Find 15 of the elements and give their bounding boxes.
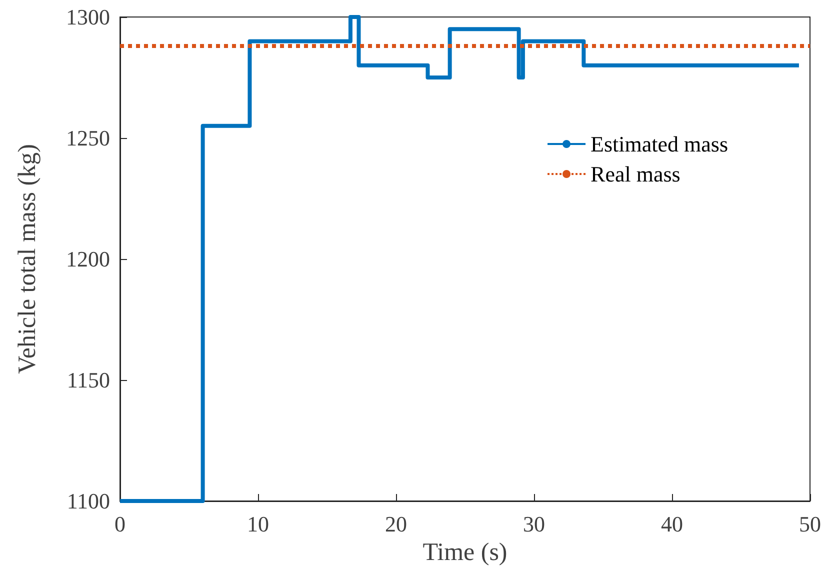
y-tick-label: 1300	[66, 4, 110, 30]
x-tick-label: 50	[799, 512, 821, 536]
legend-label: Estimated mass	[590, 132, 728, 156]
y-tick-label: 1150	[66, 368, 110, 392]
x-tick-label: 0	[114, 512, 126, 536]
x-tick-label: 10	[247, 512, 269, 536]
y-tick-label: 1200	[66, 246, 110, 272]
x-tick-label: 30	[523, 512, 545, 536]
y-tick-label: 1250	[66, 126, 110, 150]
x-tick-label: 20	[385, 512, 407, 536]
x-axis-title: Time (s)	[422, 538, 508, 566]
x-tick-label: 40	[661, 512, 683, 536]
y-tick-label: 1100	[66, 488, 110, 514]
y-axis-title: Vehicle total mass (kg)	[14, 144, 41, 374]
legend-label: Real mass	[590, 162, 680, 186]
